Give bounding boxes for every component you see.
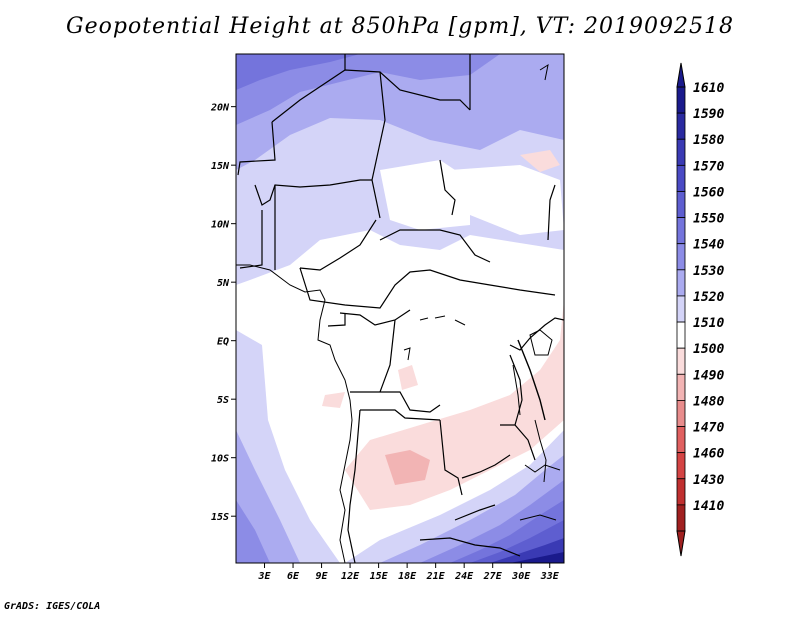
colorbar-swatch bbox=[676, 164, 686, 192]
x-tick-label: 21E bbox=[426, 571, 446, 582]
x-tick-label: 12E bbox=[341, 571, 360, 582]
x-tick-label: 30E bbox=[511, 571, 531, 582]
field-region-central-1510 bbox=[380, 160, 470, 230]
colorbar-label: 1540 bbox=[693, 238, 724, 253]
colorbar: 1610 1590 1580 1570 1560 1550 1540 1530 1520 1510… bbox=[676, 62, 724, 557]
colorbar-top-arrow bbox=[676, 62, 686, 88]
colorbar-label: 1510 bbox=[693, 316, 724, 331]
colorbar-label: 1550 bbox=[693, 212, 724, 227]
y-tick-label: 10S bbox=[211, 454, 229, 465]
x-tick-label: 24E bbox=[454, 571, 474, 582]
colorbar-label: 1490 bbox=[693, 368, 724, 383]
colorbar-swatch bbox=[676, 217, 686, 245]
colorbar-swatch bbox=[676, 504, 686, 532]
y-tick-label: EQ bbox=[217, 337, 229, 348]
colorbar-swatch bbox=[676, 400, 686, 427]
x-axis: 3E 6E 9E 12E 15E 18E 21E 24E 27E 30E 33E bbox=[257, 563, 560, 582]
colorbar-swatch bbox=[676, 452, 686, 480]
colorbar-swatch bbox=[676, 138, 686, 166]
colorbar-swatch bbox=[676, 269, 686, 297]
y-tick-label: 5S bbox=[217, 395, 229, 406]
y-tick-label: 15N bbox=[211, 161, 230, 172]
map-title: Geopotential Height at 850hPa [gpm], VT:… bbox=[66, 14, 734, 39]
colorbar-label: 1520 bbox=[693, 290, 724, 305]
country-boundaries bbox=[237, 54, 564, 563]
x-tick-label: 18E bbox=[398, 571, 417, 582]
colorbar-label: 1500 bbox=[693, 342, 724, 357]
colorbar-swatch bbox=[676, 373, 686, 401]
y-axis: 20N 15N 10N 5N EQ 5S 10S 15S bbox=[210, 103, 236, 523]
colorbar-swatch bbox=[676, 112, 686, 140]
footer-credit: GrADS: IGES/COLA bbox=[4, 601, 101, 612]
colorbar-label: 1560 bbox=[693, 185, 724, 200]
map-canvas bbox=[236, 54, 564, 563]
y-tick-label: 10N bbox=[211, 220, 230, 231]
colorbar-label: 1610 bbox=[693, 81, 724, 96]
colorbar-label: 1460 bbox=[693, 447, 724, 462]
colorbar-swatch bbox=[676, 347, 686, 375]
colorbar-swatch bbox=[676, 191, 686, 218]
x-tick-label: 3E bbox=[257, 571, 271, 582]
x-tick-label: 33E bbox=[540, 571, 560, 582]
colorbar-swatch bbox=[676, 86, 686, 114]
y-tick-label: 20N bbox=[210, 103, 230, 114]
colorbar-label: 1580 bbox=[693, 133, 724, 148]
y-tick-label: 5N bbox=[217, 278, 230, 289]
colorbar-label: 1480 bbox=[693, 394, 724, 409]
coastlines bbox=[236, 63, 561, 563]
colorbar-label: 1430 bbox=[693, 473, 724, 488]
y-tick-label: 15S bbox=[211, 512, 229, 523]
colorbar-label: 1570 bbox=[693, 159, 724, 174]
x-tick-label: 9E bbox=[316, 571, 329, 582]
x-tick-label: 27E bbox=[483, 571, 503, 582]
colorbar-swatch bbox=[676, 478, 686, 506]
colorbar-bottom-arrow bbox=[676, 530, 686, 557]
field-region-north-1550 bbox=[236, 54, 360, 90]
x-tick-label: 6E bbox=[287, 571, 300, 582]
colorbar-swatch bbox=[676, 321, 686, 349]
colorbar-label: 1410 bbox=[693, 499, 724, 514]
map-frame bbox=[235, 53, 565, 564]
field-region-north-1540 bbox=[236, 54, 500, 125]
colorbar-label: 1590 bbox=[693, 107, 724, 122]
x-tick-label: 15E bbox=[370, 571, 389, 582]
colorbar-swatch bbox=[676, 243, 686, 271]
colorbar-swatch bbox=[676, 426, 686, 454]
colorbar-label: 1530 bbox=[693, 264, 724, 279]
colorbar-label: 1470 bbox=[693, 421, 724, 436]
colorbar-swatch bbox=[676, 295, 686, 323]
